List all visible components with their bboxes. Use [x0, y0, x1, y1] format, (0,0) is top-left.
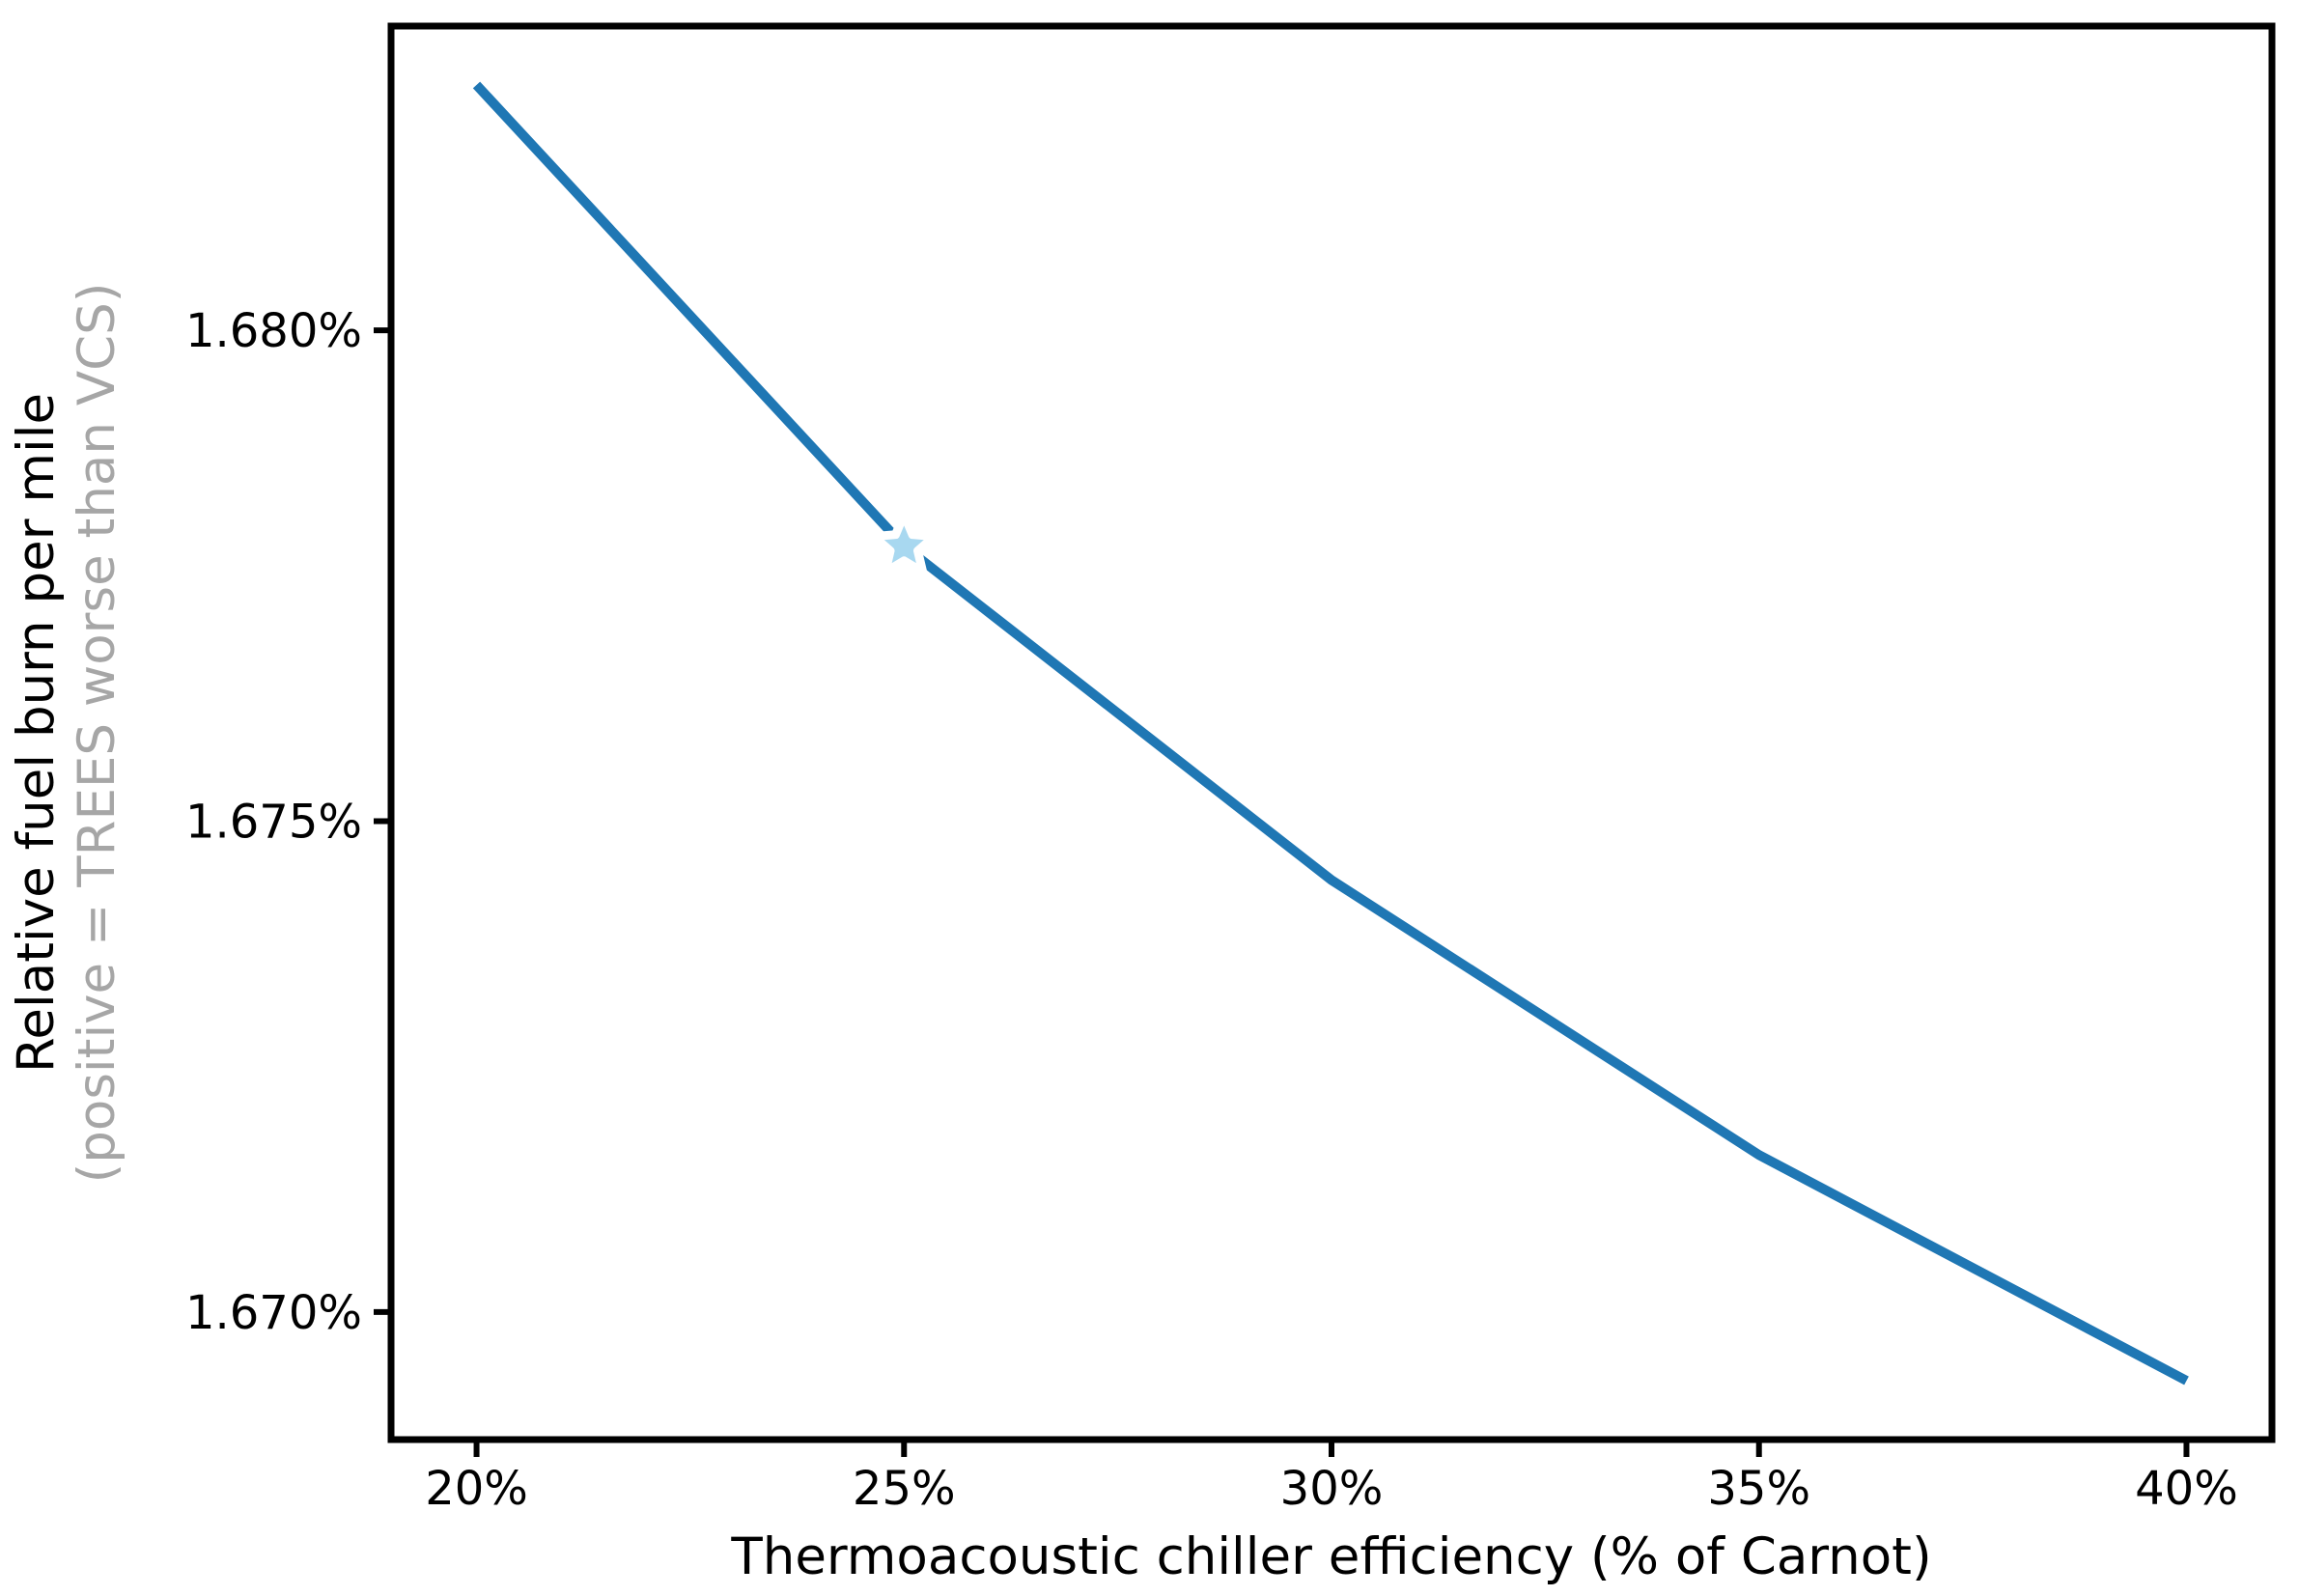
y-tick-label: 1.680% — [185, 304, 362, 358]
plot-area: 1.670% 1.675% 1.680% 20% 25% 30% 35% 40% — [185, 22, 2276, 1516]
plot-border — [387, 22, 2276, 1443]
y-tick-label: 1.670% — [185, 1286, 362, 1340]
x-tick-label: 25% — [853, 1462, 956, 1516]
star-marker — [869, 510, 939, 576]
x-tick-label: 40% — [2135, 1462, 2238, 1516]
y-axis-sublabel: (positive = TREES worse than VCS) — [68, 283, 126, 1184]
y-tick-label: 1.675% — [185, 796, 362, 850]
x-axis-label: Thermoacoustic chiller efficiency (% of … — [730, 1527, 1931, 1586]
x-tick-label: 30% — [1280, 1462, 1384, 1516]
x-tick-label: 20% — [425, 1462, 528, 1516]
y-axis-label: Relative fuel burn per mile — [7, 393, 66, 1073]
data-line — [472, 81, 2189, 1386]
x-tick-label: 35% — [1707, 1462, 1810, 1516]
